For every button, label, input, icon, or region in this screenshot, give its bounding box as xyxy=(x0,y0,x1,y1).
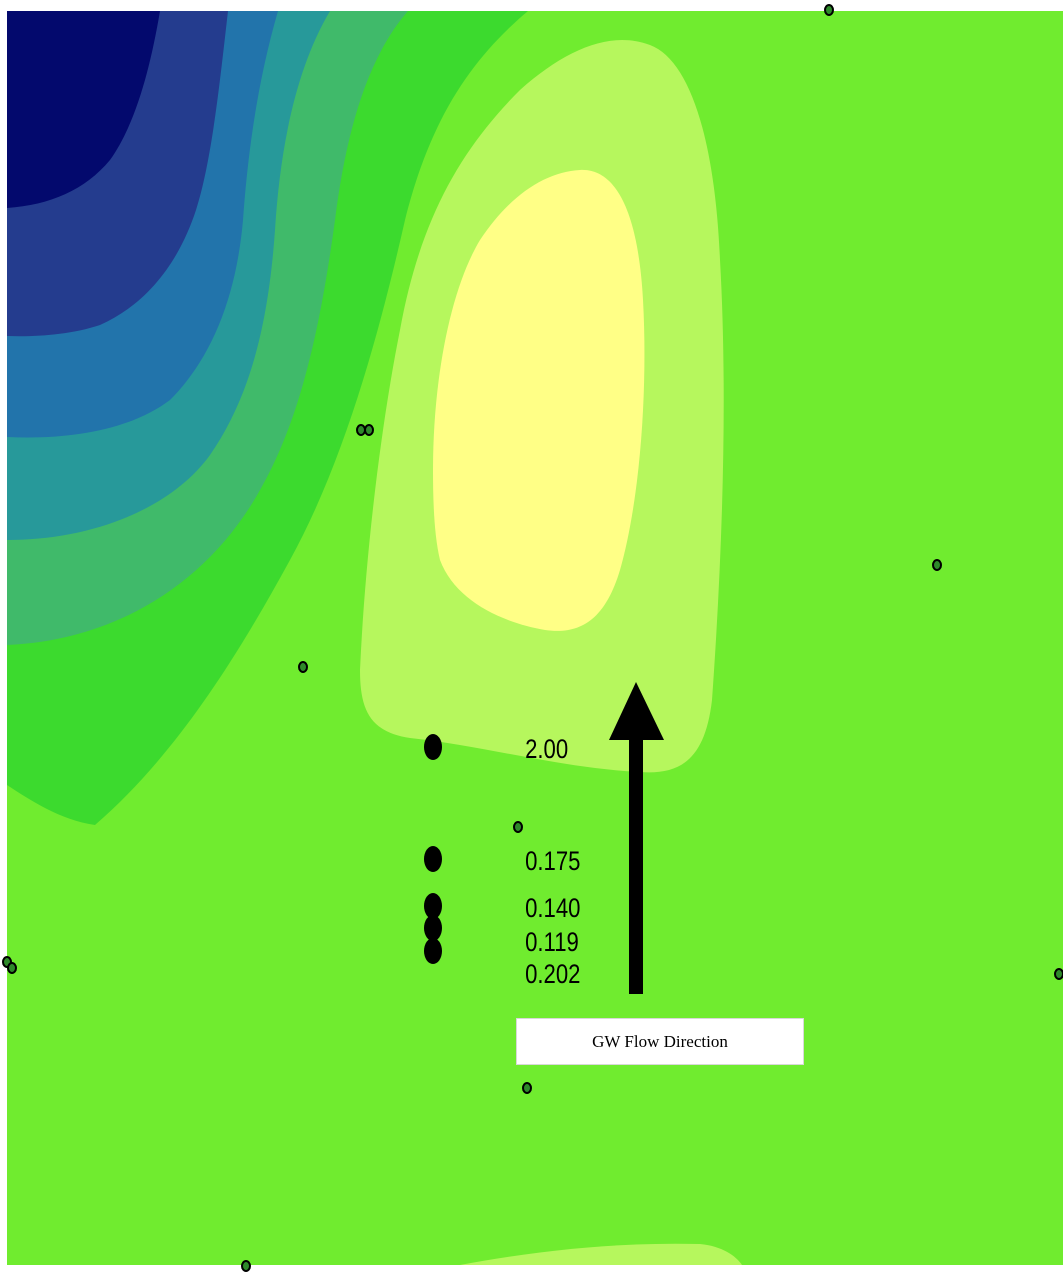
arrow-head xyxy=(609,682,664,740)
contour-zone-navy xyxy=(7,11,160,208)
flow-direction-label: GW Flow Direction xyxy=(592,1031,728,1051)
flow-direction-callout: GW Flow Direction xyxy=(516,1018,804,1065)
sample-point xyxy=(424,846,442,872)
sample-value-label: 0.202 xyxy=(525,960,580,990)
monitoring-wells xyxy=(2,4,1063,1272)
sample-point xyxy=(424,734,442,760)
sample-value-label: 2.00 xyxy=(525,735,568,765)
monitoring-well xyxy=(824,4,834,16)
monitoring-well xyxy=(513,821,523,833)
contour-zone-yellow xyxy=(433,169,645,631)
contour-zone-light-green-south xyxy=(460,1243,742,1265)
sample-value-label: 0.140 xyxy=(525,894,580,924)
monitoring-well xyxy=(298,661,308,673)
monitoring-well xyxy=(241,1260,251,1272)
sample-point xyxy=(424,938,442,964)
monitoring-well xyxy=(1054,968,1063,980)
sample-value-label: 0.119 xyxy=(525,928,579,958)
sample-value-label: 0.175 xyxy=(525,847,580,877)
monitoring-well xyxy=(522,1082,532,1094)
monitoring-well xyxy=(364,424,374,436)
monitoring-well xyxy=(356,424,366,436)
sample-point xyxy=(424,893,442,919)
flow-direction-arrow xyxy=(609,682,664,994)
sample-points: 2.00 0.175 0.140 0.119 0.202 xyxy=(424,734,580,990)
sample-point xyxy=(424,915,442,941)
arrow-shaft xyxy=(629,738,643,994)
monitoring-well xyxy=(932,559,942,571)
monitoring-well xyxy=(7,962,17,974)
